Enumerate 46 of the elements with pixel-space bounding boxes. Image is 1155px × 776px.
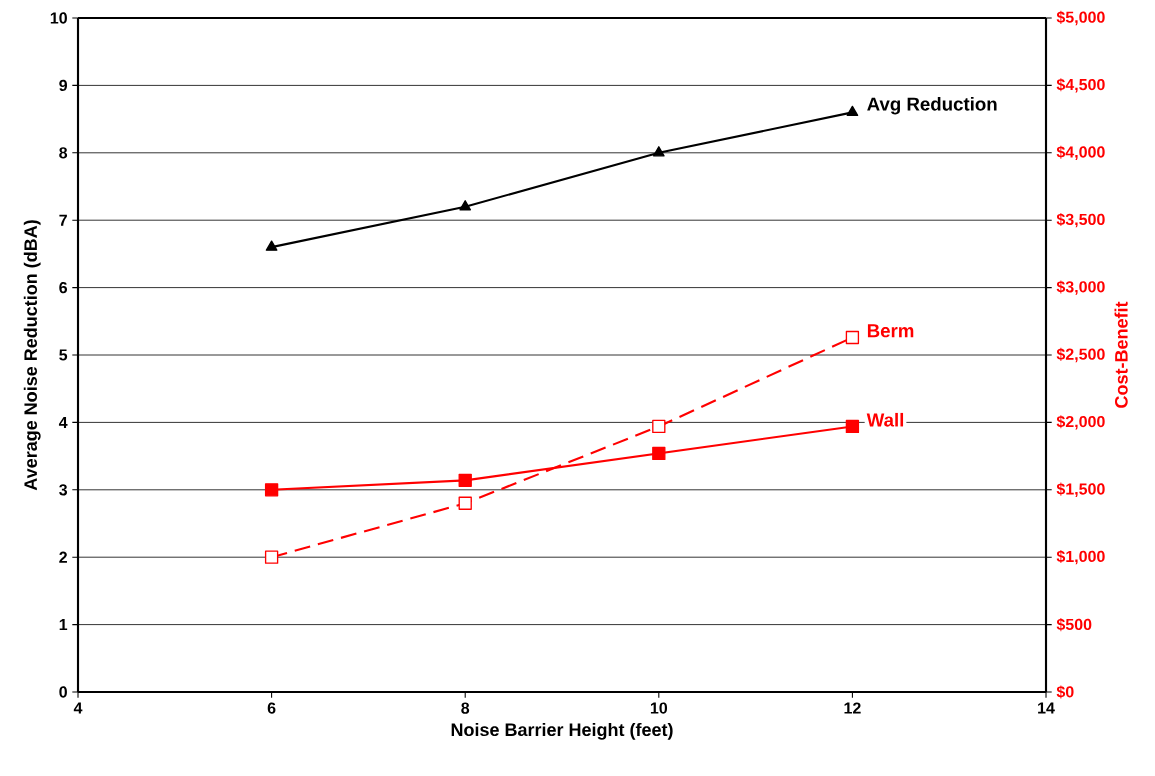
x-tick-label: 6 [267,702,276,714]
y-tick-label: 4 [58,416,68,428]
point [845,419,860,434]
y2-tick-label: $4,500 [1056,78,1105,93]
point [458,496,472,510]
y2-tick-label: $0 [1056,685,1074,699]
y-tick-label: 1 [59,619,68,631]
y-tick-label: 0 [59,686,67,698]
y-tick-label: 6 [59,281,68,294]
point [846,105,859,117]
y-tick-label: 3 [59,484,68,496]
y-tick-label: 9 [59,79,68,92]
x-tick-label: 10 [650,702,668,714]
x-tick-label: 14 [1038,702,1055,714]
x-axis-title: Noise Barrier Height (feet) [451,722,673,740]
y-tick-label: 7 [59,214,67,226]
y2-tick-label: $5,000 [1056,10,1105,26]
y-tick-label: 8 [59,147,68,159]
y-tick-label: 5 [59,349,68,361]
y2-tick-label: $2,000 [1056,415,1105,430]
x-tick-label: 4 [73,702,83,714]
point [265,240,278,251]
y2-tick-label: $500 [1056,618,1092,632]
y2-tick-label: $1,000 [1056,550,1105,565]
series-label: Avg Reduction [867,96,997,115]
point [264,483,279,497]
point [845,330,860,345]
y2-tick-label: $4,000 [1056,145,1105,160]
y2-tick-label: $3,500 [1056,213,1105,228]
y-tick-label: 10 [50,12,67,24]
x-tick-label: 12 [844,702,861,714]
point [459,200,472,211]
point [458,473,472,488]
y2-tick-label: $3,000 [1056,280,1105,295]
series-label: Wall [866,412,904,427]
y2-tick-label: $2,500 [1056,347,1105,363]
x-tick-label: 8 [461,702,470,714]
point [652,446,666,461]
y-tick-label: 2 [59,551,67,563]
point [652,146,665,157]
point [652,419,666,434]
series-label: Berm [867,324,914,338]
y2-tick-label: $1,500 [1056,482,1105,497]
y2-axis-title: Cost-Benefit [1114,301,1128,408]
point [264,550,279,564]
y-axis-title: Average Noise Reduction (dBA) [23,220,41,491]
